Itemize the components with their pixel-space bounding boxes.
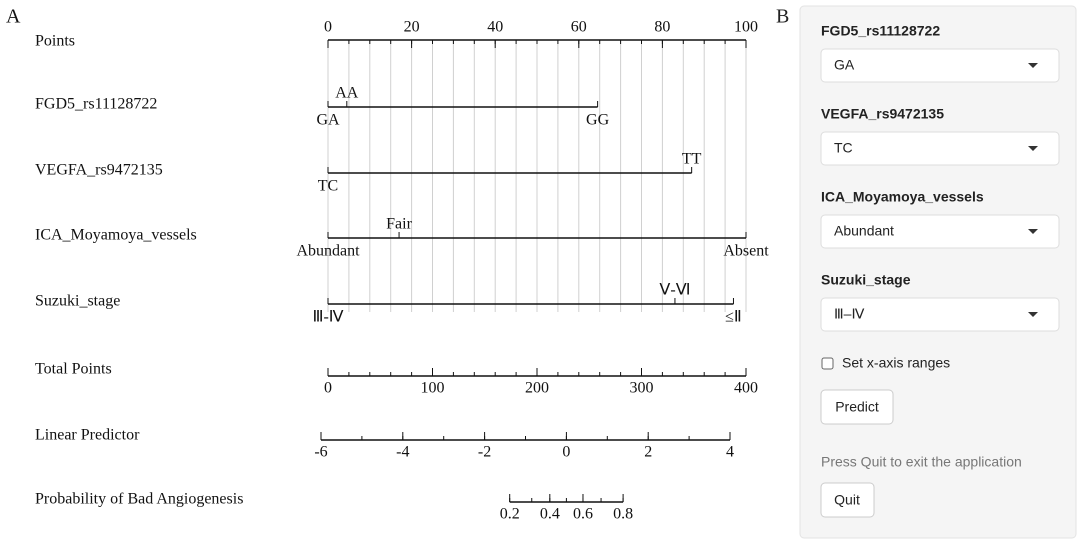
tick-label: 0.4 [540, 506, 560, 523]
row-label: Points [35, 33, 75, 50]
level-label: Abundant [296, 243, 360, 260]
input-label: FGD5_rs11128722 [821, 23, 940, 39]
level-label: AA [335, 85, 359, 102]
quit-label[interactable]: Quit [834, 492, 860, 508]
input-label: Suzuki_stage [821, 272, 911, 288]
tick-label: 0.8 [613, 506, 633, 523]
row-label: Linear Predictor [35, 427, 140, 444]
level-label: Ⅲ-Ⅳ [312, 309, 343, 326]
tick-label: 0 [324, 19, 332, 36]
tick-label: 100 [421, 380, 445, 397]
tick-label: 0 [324, 380, 332, 397]
row-label: Suzuki_stage [35, 293, 120, 310]
tick-label: 20 [404, 19, 420, 36]
tick-label: 80 [654, 19, 670, 36]
input-label: VEGFA_rs9472135 [821, 106, 944, 122]
level-label: GA [316, 112, 340, 129]
tick-label: 40 [487, 19, 503, 36]
tick-label: 100 [734, 19, 758, 36]
note: Press Quit to exit the application [821, 454, 1022, 470]
panel-label: B [776, 6, 789, 28]
level-label: Fair [386, 216, 412, 233]
row-label: Probability of Bad Angiogenesis [35, 491, 243, 508]
tick-label: -6 [314, 444, 327, 461]
tick-label: 300 [630, 380, 654, 397]
level-label: Absent [723, 243, 769, 260]
checkbox-label[interactable]: Set x-axis ranges [842, 355, 950, 371]
row-label: Total Points [35, 361, 112, 378]
tick-label: 400 [734, 380, 758, 397]
level-label: TT [682, 151, 702, 168]
select-caret[interactable] [1028, 229, 1038, 234]
tick-label: 200 [525, 380, 549, 397]
tick-label: 4 [726, 444, 734, 461]
level-label: TC [318, 178, 338, 195]
row-label: VEGFA_rs9472135 [35, 162, 163, 179]
tick-label: 0.6 [573, 506, 593, 523]
level-label: GG [586, 112, 610, 129]
predict-label[interactable]: Predict [835, 399, 879, 415]
row-label: FGD5_rs11128722 [35, 96, 157, 113]
tick-label: 0.2 [500, 506, 520, 523]
select-box[interactable] [820, 131, 1060, 166]
panel-b: B FGD5_rs11128722 GA VEGFA_rs9472135 TC ICA_… [776, 5, 1077, 539]
row-label: ICA_Moyamoya_vessels [35, 227, 197, 244]
select-box[interactable] [820, 297, 1060, 332]
select-box[interactable] [820, 48, 1060, 83]
tick-label: -2 [478, 444, 491, 461]
input-label: ICA_Moyamoya_vessels [821, 189, 984, 205]
select-value[interactable]: Abundant [834, 223, 894, 239]
select-caret[interactable] [1028, 312, 1038, 317]
select-caret[interactable] [1028, 146, 1038, 151]
quit-button[interactable] [820, 482, 875, 518]
predict-button[interactable] [820, 389, 894, 425]
tick-label: 0 [562, 444, 570, 461]
level-label: ≤Ⅱ [725, 309, 742, 326]
select-box[interactable] [820, 214, 1060, 249]
tick-label: 60 [571, 19, 587, 36]
tick-label: 2 [644, 444, 652, 461]
select-value[interactable]: TC [834, 140, 853, 156]
checkbox[interactable] [821, 357, 834, 370]
level-label: Ⅴ-Ⅵ [659, 282, 690, 299]
select-caret[interactable] [1028, 63, 1038, 68]
tick-label: -4 [396, 444, 409, 461]
select-value[interactable]: Ⅲ–Ⅳ [834, 306, 864, 322]
panel-label: A [6, 6, 21, 28]
select-value[interactable]: GA [834, 57, 855, 73]
